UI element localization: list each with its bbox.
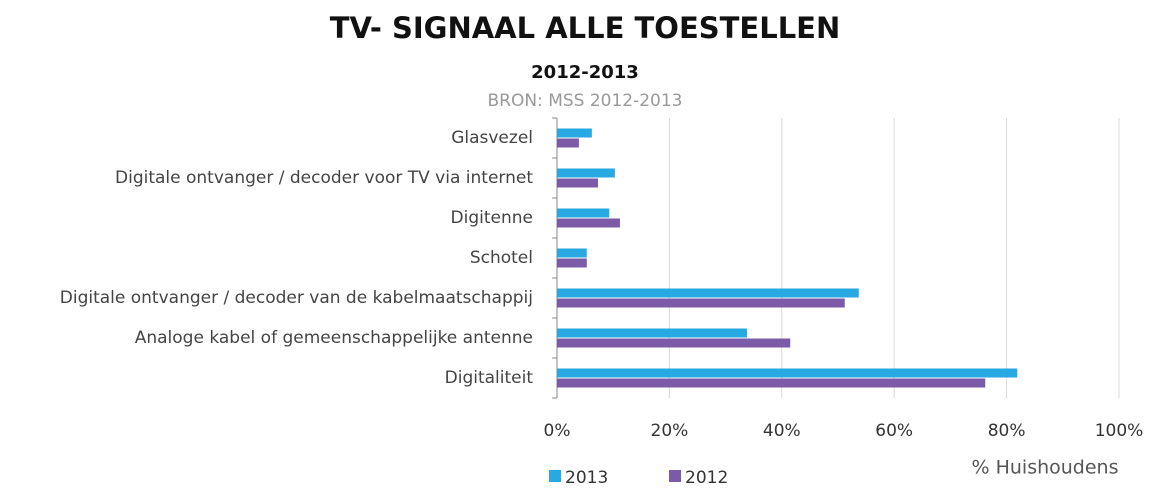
bar — [557, 248, 587, 258]
x-tick-label: 60% — [875, 421, 913, 441]
bar — [557, 378, 986, 388]
source: BRON: MSS 2012-2013 — [487, 91, 682, 111]
bar — [557, 178, 599, 188]
legend-swatch — [669, 470, 681, 482]
y-tick-label: Digitaliteit — [445, 368, 534, 388]
x-axis-label: % Huishoudens — [972, 457, 1119, 479]
y-tick-label: Digitale ontvanger / decoder voor TV via… — [115, 168, 533, 188]
bar — [557, 128, 592, 138]
y-tick-label: Analoge kabel of gemeenschappelijke ante… — [135, 328, 533, 348]
x-tick-label: 20% — [651, 421, 689, 441]
chart-subtitle: 2012-2013 — [531, 62, 639, 83]
legend-label: 2012 — [685, 468, 728, 488]
x-tick-label: 80% — [988, 421, 1026, 441]
y-tick-label: Digitale ontvanger / decoder van de kabe… — [60, 288, 533, 308]
bar — [557, 138, 579, 148]
y-tick-label: Glasvezel — [451, 128, 533, 148]
y-tick-label: Digitenne — [451, 208, 533, 228]
chart-title: TV- SIGNAAL ALLE TOESTELLEN — [330, 11, 841, 45]
bar — [557, 168, 615, 178]
bar — [557, 288, 859, 298]
bar — [557, 368, 1018, 378]
x-tick-label: 0% — [544, 421, 571, 441]
x-tick-label: 100% — [1095, 421, 1144, 441]
legend-swatch — [549, 470, 561, 482]
y-tick-label: Schotel — [470, 248, 533, 268]
legend-label: 2013 — [565, 468, 608, 488]
x-tick-label: 40% — [763, 421, 801, 441]
bar — [557, 208, 610, 218]
bar — [557, 298, 845, 308]
bar — [557, 328, 747, 338]
bar — [557, 258, 587, 268]
bar — [557, 218, 620, 228]
bar — [557, 338, 791, 348]
